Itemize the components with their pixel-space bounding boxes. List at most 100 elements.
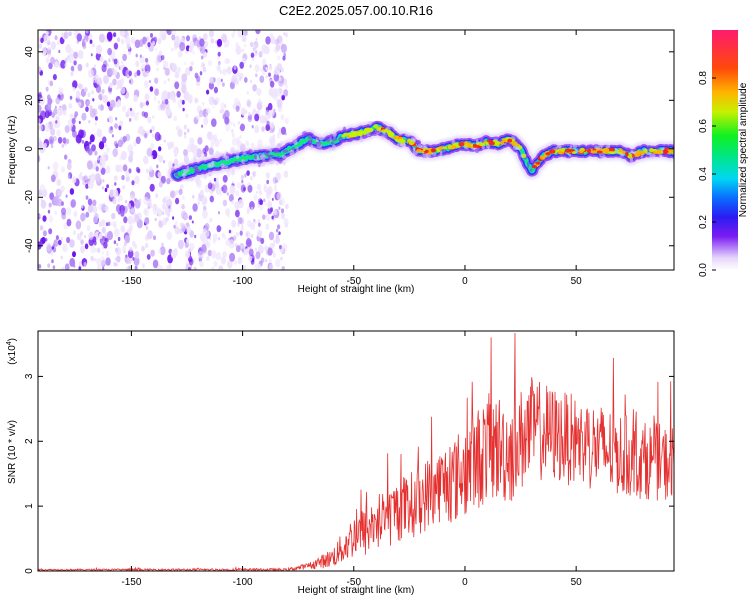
noise-speck	[119, 30, 126, 37]
noise-speck	[199, 260, 204, 268]
noise-speck	[277, 224, 281, 230]
ridge-peak	[511, 142, 518, 146]
noise-speck	[268, 231, 275, 241]
ridge-peak	[531, 165, 538, 169]
noise-speck	[156, 264, 163, 270]
spectrogram-y-tick-label: 20	[24, 94, 35, 106]
noise-speck	[120, 136, 123, 141]
noise-speck	[240, 107, 247, 116]
noise-speck	[197, 136, 203, 145]
noise-speck	[135, 136, 141, 145]
ridge-peak	[488, 141, 495, 146]
noise-speck	[265, 212, 271, 221]
noise-speck	[106, 184, 109, 189]
noise-speck	[145, 225, 149, 230]
noise-speck	[208, 30, 215, 38]
noise-speck	[113, 261, 117, 267]
noise-speck	[75, 220, 82, 230]
noise-speck	[163, 60, 169, 69]
noise-speck	[126, 266, 130, 270]
ridge-peak	[603, 147, 610, 153]
noise-speck	[152, 259, 159, 269]
noise-speck	[264, 45, 270, 55]
ridge-peak	[392, 136, 399, 140]
noise-speck	[98, 141, 105, 150]
colorbar-tick-label: 0.8	[698, 71, 709, 85]
noise-speck	[215, 177, 219, 182]
snr-x-axis-label: Height of straight line (km)	[298, 585, 415, 596]
noise-speck	[96, 128, 103, 138]
ridge-peak	[373, 124, 378, 129]
noise-speck	[255, 190, 258, 194]
ridge-blob	[174, 172, 179, 177]
noise-speck	[265, 66, 268, 71]
noise-speck	[147, 42, 151, 48]
noise-speck	[72, 80, 78, 89]
noise-speck	[78, 120, 81, 125]
ridge-blob	[572, 144, 577, 149]
noise-speck	[239, 135, 242, 139]
noise-speck	[233, 65, 237, 70]
colorbar-tick-label: 0.4	[698, 167, 709, 181]
colorbar-ticks: 0.0 0.2 0.4 0.6 0.8	[698, 71, 716, 277]
noise-speck	[47, 94, 51, 100]
noise-speck	[226, 189, 229, 193]
ridge-blob	[225, 155, 230, 161]
noise-speck	[280, 212, 286, 220]
ridge-blob	[480, 138, 484, 142]
noise-speck	[233, 97, 240, 107]
noise-speck	[270, 36, 276, 45]
ridge-blob	[368, 121, 373, 126]
noise-speck	[251, 257, 255, 262]
noise-speck	[93, 258, 96, 262]
noise-speck	[69, 126, 72, 131]
noise-speck	[121, 60, 123, 64]
noise-speck	[89, 141, 92, 145]
ridge-blob	[281, 155, 287, 159]
colorbar-label: Normalized spectral amplitude	[738, 82, 749, 217]
noise-speck	[51, 259, 54, 264]
noise-speck	[100, 203, 107, 212]
noise-speck	[120, 38, 125, 45]
ridge-blob	[201, 169, 207, 175]
noise-speck	[175, 197, 180, 205]
ridge-blob	[459, 147, 464, 151]
noise-speck	[85, 183, 89, 189]
noise-speck	[87, 198, 93, 206]
ridge-peak	[568, 149, 575, 152]
noise-speck	[257, 263, 261, 269]
noise-speck	[246, 91, 249, 95]
noise-speck	[147, 175, 151, 181]
noise-speck	[158, 249, 162, 254]
ridge-blob	[626, 148, 631, 153]
noise-speck	[134, 214, 138, 219]
noise-speck	[201, 201, 205, 206]
noise-speck	[210, 38, 215, 44]
noise-speck	[270, 80, 275, 88]
noise-speck	[53, 195, 60, 205]
ridge-blob	[213, 167, 220, 171]
noise-speck	[252, 84, 257, 92]
noise-speck	[38, 118, 41, 124]
noise-speck	[181, 203, 185, 210]
noise-speck	[48, 62, 53, 70]
ridge-peak	[364, 127, 371, 132]
noise-speck	[173, 115, 177, 122]
noise-speck	[58, 49, 61, 54]
noise-speck	[157, 134, 162, 141]
noise-speck	[176, 90, 181, 98]
noise-speck	[61, 104, 67, 112]
noise-speck	[61, 266, 65, 270]
ridge-blob	[276, 155, 281, 162]
noise-speck	[75, 91, 81, 99]
noise-speck	[104, 143, 108, 148]
noise-speck	[163, 160, 166, 164]
noise-speck	[119, 120, 124, 127]
noise-speck	[158, 50, 163, 57]
noise-speck	[253, 219, 257, 225]
ridge-peak	[662, 149, 669, 154]
noise-speck	[217, 51, 221, 57]
noise-speck	[76, 233, 82, 241]
noise-speck	[218, 211, 220, 215]
noise-speck	[209, 195, 214, 203]
